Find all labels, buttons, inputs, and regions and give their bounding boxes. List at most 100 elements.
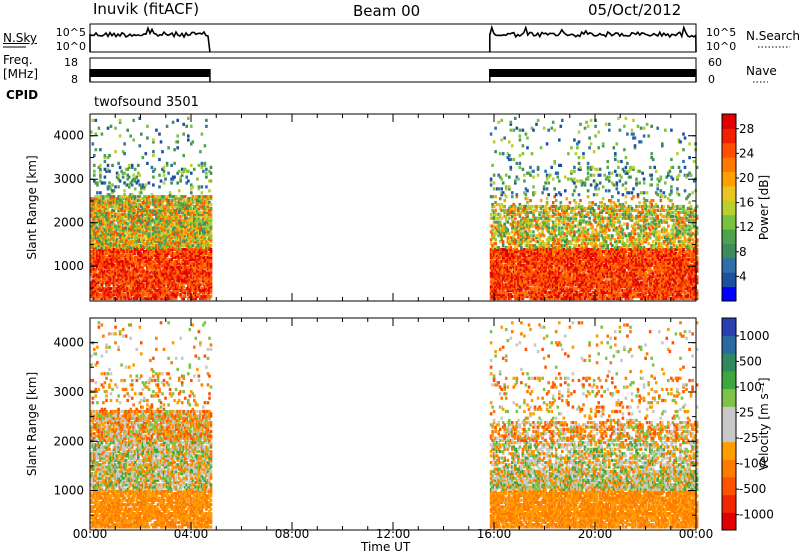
power-cell (96, 291, 99, 295)
power-cell (129, 291, 132, 295)
power-cell (127, 216, 131, 220)
power-cell (158, 157, 161, 162)
power-cell (100, 206, 104, 210)
power-cell (91, 206, 95, 210)
power-cell (91, 118, 95, 122)
power-cell (111, 197, 114, 201)
power-cell (114, 287, 117, 291)
power-cell (123, 152, 126, 156)
power-cell (118, 263, 122, 267)
power-cell (532, 230, 535, 234)
power-cell (96, 220, 99, 224)
power-cell (123, 193, 126, 197)
power-cell (127, 247, 131, 252)
power-cell (130, 210, 134, 214)
power-cell (504, 173, 508, 177)
power-cell (93, 263, 96, 267)
power-cell (130, 230, 134, 234)
power-cell (97, 240, 101, 244)
power-cell (124, 202, 128, 207)
power-cell (126, 173, 129, 177)
power-cell (114, 257, 117, 261)
power-cell (103, 175, 107, 179)
power-cell (94, 212, 98, 216)
power-cell (126, 240, 129, 244)
power-cell (508, 216, 511, 220)
power-cell (121, 206, 125, 210)
power-cell (94, 214, 98, 218)
power-cell (203, 144, 207, 148)
power-cell (132, 251, 135, 256)
power-cell (93, 275, 96, 279)
power-cell (117, 234, 120, 238)
power-cell (509, 246, 513, 250)
power-cell (97, 199, 101, 203)
power-cell (114, 230, 117, 234)
power-cell (141, 228, 145, 232)
power-cell (124, 289, 128, 293)
power-cell (117, 291, 120, 295)
power-cell (124, 287, 128, 291)
power-cell (536, 165, 540, 169)
power-cell (91, 202, 95, 207)
power-cell (208, 189, 211, 193)
power-cell (103, 271, 107, 275)
power-cell (100, 275, 104, 279)
power-cell (117, 220, 120, 224)
power-cell (115, 228, 119, 232)
power-cell (94, 277, 98, 281)
power-cell (127, 244, 131, 248)
power-cell (209, 232, 213, 236)
power-cell (132, 201, 135, 205)
power-cell (135, 236, 139, 240)
power-cell (132, 212, 135, 216)
power-cell (108, 220, 111, 224)
power-cell (129, 271, 132, 275)
power-cell (120, 294, 123, 299)
power-cell (117, 173, 120, 177)
power-cell (97, 285, 101, 289)
power-cell (109, 259, 113, 263)
power-cell (133, 210, 137, 214)
power-cell (96, 263, 99, 267)
power-cell (94, 236, 98, 240)
power-cell (96, 251, 99, 256)
power-cell (551, 120, 555, 124)
power-cell (100, 289, 104, 293)
power-cell (96, 214, 99, 218)
power-cell (103, 222, 107, 226)
power-cell (127, 226, 131, 230)
power-cell (117, 216, 120, 220)
power-cell (130, 283, 134, 287)
power-cell (135, 246, 139, 250)
power-cell (112, 195, 116, 199)
power-cell (117, 294, 120, 299)
power-cell (123, 181, 126, 185)
power-cell (103, 214, 107, 218)
power-cell (111, 224, 114, 228)
power-cell (135, 226, 139, 230)
power-cell (108, 289, 111, 293)
power-cell (91, 267, 95, 271)
power-cell (553, 128, 556, 132)
power-cell (130, 277, 134, 281)
power-cell (108, 249, 111, 254)
power-cell (114, 289, 117, 293)
power-cell (115, 232, 119, 236)
power-cell (90, 244, 93, 248)
power-cell (112, 201, 116, 205)
power-cell (105, 294, 108, 299)
power-cell (108, 228, 111, 232)
cpid-name: twofsound 3501 (94, 95, 199, 110)
power-cell (100, 212, 104, 216)
power-cell (109, 224, 113, 228)
power-cell (99, 271, 102, 275)
power-cell (117, 242, 120, 246)
power-cell (93, 261, 96, 265)
power-cell (109, 187, 113, 191)
power-cell (129, 249, 132, 254)
power-cell (123, 279, 126, 283)
power-cell (205, 185, 208, 189)
power-cell (100, 265, 104, 269)
power-cell (103, 257, 107, 261)
